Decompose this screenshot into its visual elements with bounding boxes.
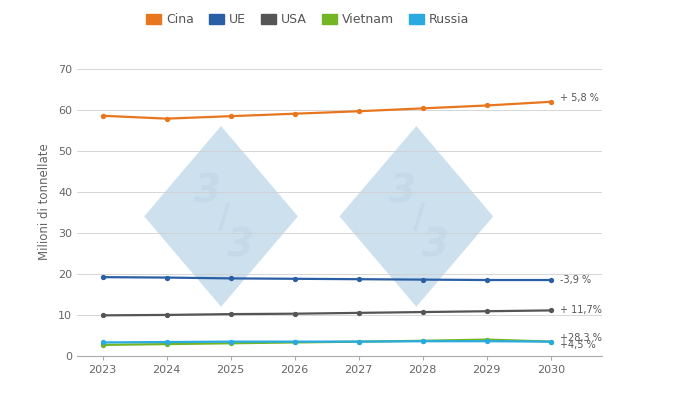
Text: /: / <box>413 202 426 235</box>
Text: 3: 3 <box>389 172 416 210</box>
Polygon shape <box>340 126 494 307</box>
Text: +4,5 %: +4,5 % <box>561 340 596 350</box>
Text: /: / <box>218 202 230 235</box>
Polygon shape <box>144 126 298 307</box>
Text: + 11,7%: + 11,7% <box>561 306 602 316</box>
Y-axis label: Milioni di tonnellate: Milioni di tonnellate <box>38 144 51 260</box>
Text: 3: 3 <box>422 226 449 264</box>
Text: + 5,8 %: + 5,8 % <box>561 93 599 103</box>
Text: 3: 3 <box>194 172 220 210</box>
Text: -3,9 %: -3,9 % <box>561 275 592 285</box>
Text: 3: 3 <box>227 226 254 264</box>
Text: +28,3 %: +28,3 % <box>561 333 602 343</box>
Legend: Cina, UE, USA, Vietnam, Russia: Cina, UE, USA, Vietnam, Russia <box>141 8 475 31</box>
